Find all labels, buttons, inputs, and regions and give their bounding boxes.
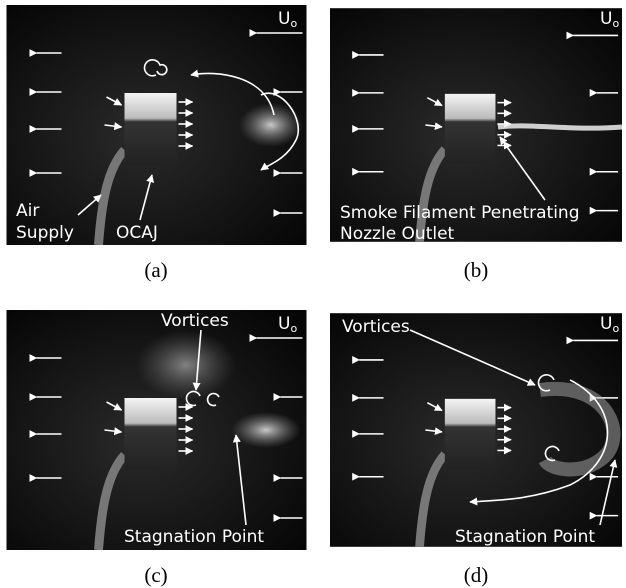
annotation: Stagnation Point xyxy=(124,527,264,547)
flow-symbol-sub: o xyxy=(612,322,619,335)
figure: Air Supply OCAJ Smoke Filament Penetrati… xyxy=(0,0,626,588)
annotation: Supply xyxy=(16,223,74,243)
flow-symbol: U xyxy=(600,9,612,29)
annotation: Nozzle Outlet xyxy=(340,224,455,244)
annotation: Vortices xyxy=(161,311,229,331)
panel-a: Air Supply OCAJ xyxy=(7,5,307,245)
flow-symbol-sub: o xyxy=(290,17,297,30)
annotation: OCAJ xyxy=(116,223,158,243)
annotation: Air xyxy=(16,201,39,221)
caption: (a) xyxy=(144,258,167,282)
flow-symbol: U xyxy=(278,9,290,29)
caption: (c) xyxy=(144,563,167,587)
annotation: Vortices xyxy=(342,317,410,337)
flow-symbol: U xyxy=(278,314,290,334)
flow-symbol-sub: o xyxy=(290,322,297,335)
smoke xyxy=(239,103,303,147)
photo xyxy=(330,313,622,547)
caption: (b) xyxy=(464,258,489,282)
smoke xyxy=(231,412,301,448)
panel-c: Vortices Stagnation Point xyxy=(7,310,307,550)
smoke xyxy=(136,330,236,400)
flow-symbol: U xyxy=(600,314,612,334)
smoke-filament xyxy=(498,126,622,128)
caption: (d) xyxy=(464,563,489,587)
annotation: Smoke Filament Penetrating xyxy=(340,203,580,223)
annotation: Stagnation Point xyxy=(455,527,595,547)
flow-symbol-sub: o xyxy=(612,17,619,30)
panel-b: Smoke Filament Penetrating Nozzle Outlet xyxy=(330,8,622,244)
panel-d: Vortices Stagnation Point xyxy=(330,313,622,547)
